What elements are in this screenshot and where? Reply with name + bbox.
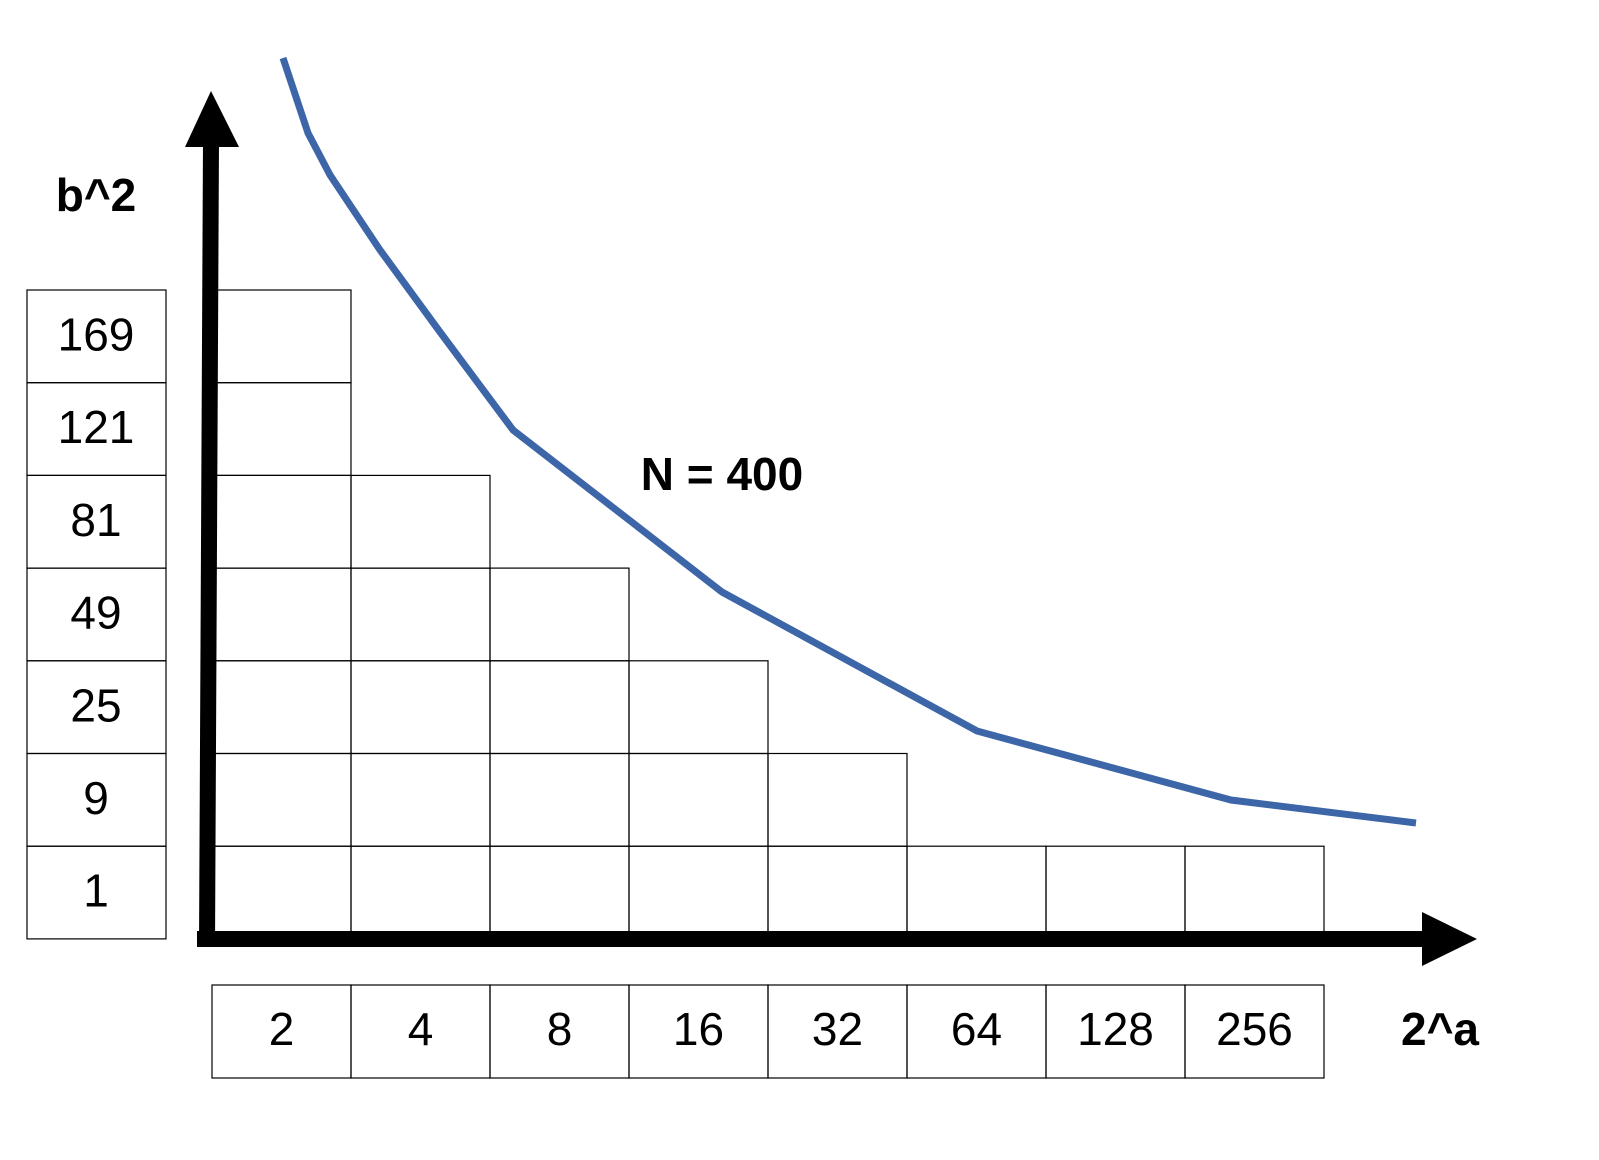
grid-cell bbox=[211, 474, 352, 569]
x-label: 16 bbox=[673, 1003, 724, 1055]
y-axis-label: b^2 bbox=[56, 169, 137, 221]
y-label: 25 bbox=[70, 679, 121, 731]
x-label: 2 bbox=[269, 1003, 295, 1055]
curve bbox=[279, 56, 1417, 827]
x-label-box bbox=[1184, 984, 1325, 1079]
grid-cell bbox=[350, 660, 491, 755]
grid-cell bbox=[211, 567, 352, 662]
x-label: 32 bbox=[812, 1003, 863, 1055]
grid-cell bbox=[767, 752, 908, 847]
grid-cell bbox=[211, 845, 352, 940]
grid-cell bbox=[628, 660, 769, 755]
grid-cell bbox=[211, 660, 352, 755]
y-label: 81 bbox=[70, 494, 121, 546]
annotation: N = 400 bbox=[641, 448, 803, 500]
grid-cell bbox=[767, 845, 908, 940]
y-label-box bbox=[26, 845, 167, 940]
grid-cell bbox=[350, 845, 491, 940]
grid-cell bbox=[628, 752, 769, 847]
y-label: 121 bbox=[58, 401, 135, 453]
y-label: 1 bbox=[83, 865, 109, 917]
grid-cell bbox=[489, 567, 630, 662]
grid-cell bbox=[350, 752, 491, 847]
grid-cell bbox=[906, 845, 1047, 940]
x-label: 256 bbox=[1216, 1003, 1293, 1055]
grid-cell bbox=[489, 660, 630, 755]
grid-cell bbox=[628, 845, 769, 940]
grid-cell bbox=[489, 845, 630, 940]
y-label: 169 bbox=[58, 309, 135, 361]
x-label: 4 bbox=[408, 1003, 434, 1055]
y-axis-arrow bbox=[185, 91, 239, 147]
y-label: 49 bbox=[70, 587, 121, 639]
grid-cell bbox=[211, 289, 352, 384]
grid-cell bbox=[1045, 845, 1186, 940]
grid-cell bbox=[350, 567, 491, 662]
grid-cell bbox=[489, 752, 630, 847]
y-label: 9 bbox=[83, 772, 109, 824]
x-axis-label: 2^a bbox=[1401, 1003, 1479, 1055]
grid-cell bbox=[1184, 845, 1325, 940]
x-label: 64 bbox=[951, 1003, 1002, 1055]
grid-cell bbox=[350, 474, 491, 569]
y-axis bbox=[199, 139, 219, 948]
grid-cells bbox=[211, 289, 1325, 940]
x-label: 128 bbox=[1077, 1003, 1154, 1055]
grid-cell bbox=[211, 382, 352, 477]
grid-cell bbox=[211, 752, 352, 847]
x-label: 8 bbox=[547, 1003, 573, 1055]
x-axis-arrow bbox=[1422, 912, 1477, 966]
